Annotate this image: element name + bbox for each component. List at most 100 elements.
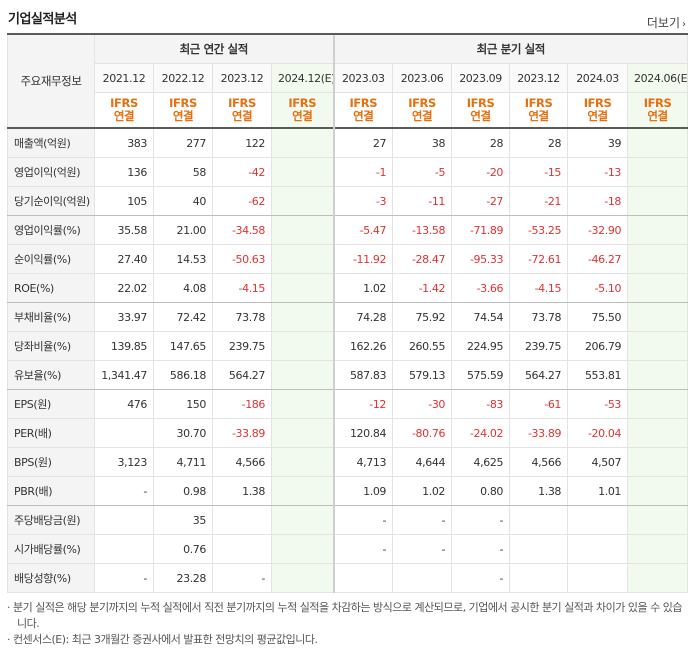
cell-value: 4,566 xyxy=(212,447,272,477)
more-link[interactable]: 더보기 › xyxy=(647,14,686,31)
cell-value xyxy=(627,157,689,187)
cell-value: -3.66 xyxy=(451,273,511,303)
cell-value: 147.65 xyxy=(153,331,213,361)
cell-value xyxy=(94,534,154,564)
cell-value xyxy=(270,186,335,216)
ifrs-label: IFRS 연결 xyxy=(270,92,335,129)
period-header: 2023.03 xyxy=(332,63,394,93)
period-header: 2024.06(E) xyxy=(627,63,689,93)
ifrs-label: IFRS 연결 xyxy=(94,92,154,129)
row-label: BPS(원) xyxy=(7,447,95,477)
cell-value xyxy=(270,331,335,361)
cell-value xyxy=(270,418,335,448)
ifrs-label: IFRS 연결 xyxy=(332,92,394,129)
table-row: 영업이익률(%) 35.58 21.00 -34.58 -5.47 -13.58 -71.8… xyxy=(7,215,689,245)
cell-value: 1.02 xyxy=(332,273,394,303)
cell-value xyxy=(627,360,689,390)
cell-value: 260.55 xyxy=(392,331,453,361)
row-label: 시가배당률(%) xyxy=(7,534,95,564)
footnote-consensus: · 컨센서스(E): 최근 3개월간 증권사에서 발표한 전망치의 평균값입니다… xyxy=(7,633,318,646)
cell-value: -83 xyxy=(451,389,511,419)
cell-value: -30 xyxy=(392,389,453,419)
cell-value: -33.89 xyxy=(212,418,272,448)
ifrs-top: IFRS xyxy=(110,96,138,110)
cell-value xyxy=(270,447,335,477)
cell-value: -5 xyxy=(392,157,453,187)
cell-value: 39 xyxy=(567,127,629,158)
table-row: 부채비율(%) 33.97 72.42 73.78 74.28 75.92 74.54 73.… xyxy=(7,302,689,332)
cell-value: 30.70 xyxy=(153,418,213,448)
cell-value: 277 xyxy=(153,127,213,158)
row-label: 영업이익률(%) xyxy=(7,215,95,245)
cell-value: 58 xyxy=(153,157,213,187)
ifrs-label: IFRS 연결 xyxy=(392,92,453,129)
ifrs-top: IFRS xyxy=(288,96,317,110)
cell-value: 74.28 xyxy=(332,302,394,332)
table-row: 영업이익(억원) 136 58 -42 -1 -5 -20 -15 -13 xyxy=(7,157,689,187)
cell-value: 73.78 xyxy=(212,302,272,332)
ifrs-bottom: 연결 xyxy=(647,109,668,123)
ifrs-top: IFRS xyxy=(349,96,378,110)
ifrs-top: IFRS xyxy=(466,96,495,110)
cell-value: -15 xyxy=(509,157,569,187)
ifrs-top: IFRS xyxy=(524,96,553,110)
cell-value: 21.00 xyxy=(153,215,213,245)
period-header: 2023.06 xyxy=(392,63,453,93)
cell-value: -11 xyxy=(392,186,453,216)
cell-value: 4,711 xyxy=(153,447,213,477)
ifrs-top: IFRS xyxy=(643,96,672,110)
cell-value: -72.61 xyxy=(509,244,569,274)
cell-value xyxy=(627,476,689,506)
ifrs-label: IFRS 연결 xyxy=(509,92,569,129)
table-row: 배당성향(%) -23.28- - xyxy=(7,563,689,593)
cell-value: 75.50 xyxy=(567,302,629,332)
ifrs-label: IFRS 연결 xyxy=(451,92,511,129)
cell-value xyxy=(270,563,335,593)
cell-value: -11.92 xyxy=(332,244,394,274)
cell-value xyxy=(212,505,272,535)
cell-value: 136 xyxy=(94,157,154,187)
cell-value: -4.15 xyxy=(212,273,272,303)
cell-value: 4,713 xyxy=(332,447,394,477)
cell-value: 4,566 xyxy=(509,447,569,477)
cell-value: -18 xyxy=(567,186,629,216)
cell-value xyxy=(270,360,335,390)
cell-value: -186 xyxy=(212,389,272,419)
ifrs-bottom: 연결 xyxy=(172,109,194,123)
row-label: ROE(%) xyxy=(7,273,95,303)
cell-value xyxy=(332,563,394,593)
cell-value: -28.47 xyxy=(392,244,453,274)
cell-value: -13.58 xyxy=(392,215,453,245)
cell-value: - xyxy=(332,505,394,535)
row-label: 유보율(%) xyxy=(7,360,95,390)
period-header: 2021.12 xyxy=(94,63,154,93)
group-annual-header: 최근 연간 실적 xyxy=(93,33,335,64)
cell-value: -53.25 xyxy=(509,215,569,245)
period-header: 2023.09 xyxy=(451,63,511,93)
cell-value: 476 xyxy=(94,389,154,419)
ifrs-bottom: 연결 xyxy=(411,109,433,123)
cell-value xyxy=(270,273,335,303)
cell-value: -21 xyxy=(509,186,569,216)
row-label: PBR(배) xyxy=(7,476,95,506)
cell-value xyxy=(212,534,272,564)
ifrs-label: IFRS 연결 xyxy=(567,92,629,129)
row-label: PER(배) xyxy=(7,418,95,448)
row-label: 부채비율(%) xyxy=(7,302,95,332)
cell-value xyxy=(627,244,689,274)
cell-value: - xyxy=(451,534,511,564)
cell-value: -71.89 xyxy=(451,215,511,245)
cell-value: 38 xyxy=(392,127,453,158)
cell-value: 239.75 xyxy=(509,331,569,361)
cell-value: 72.42 xyxy=(153,302,213,332)
cell-value: - xyxy=(332,534,394,564)
cell-value xyxy=(270,244,335,274)
cell-value: -20.04 xyxy=(567,418,629,448)
cell-value: 564.27 xyxy=(509,360,569,390)
cell-value: 35 xyxy=(153,505,213,535)
period-header: 2023.12 xyxy=(509,63,569,93)
financial-table: 주요재무정보 최근 연간 실적 최근 분기 실적 2021.12 2022.12 2023… xyxy=(7,33,689,593)
cell-value xyxy=(567,563,629,593)
cell-value: 150 xyxy=(153,389,213,419)
chevron-right-icon: › xyxy=(682,19,686,30)
